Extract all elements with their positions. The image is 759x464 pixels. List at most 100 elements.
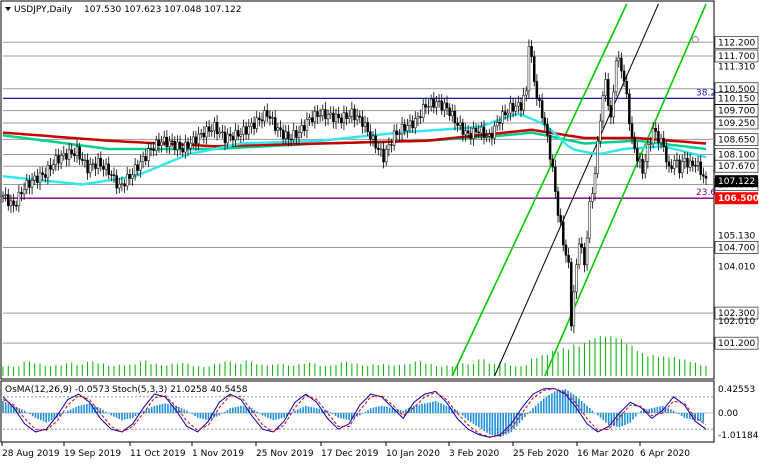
candle-body	[366, 122, 369, 132]
candle-body	[511, 102, 515, 112]
candle-body	[551, 159, 554, 168]
candle-body	[141, 156, 145, 162]
candle-body	[620, 57, 623, 72]
main-chart-frame	[0, 0, 715, 380]
candle-body	[297, 132, 301, 138]
candle-body	[284, 131, 288, 139]
candle-body	[210, 130, 214, 132]
candle-body	[427, 106, 430, 108]
candle-body	[20, 191, 23, 195]
candle-body	[125, 174, 129, 187]
y-label-box	[714, 306, 759, 320]
candle-body	[162, 136, 166, 143]
y-axis-label: 111.310	[718, 63, 755, 73]
candle-body	[501, 111, 504, 124]
candle-body	[591, 193, 594, 202]
x-axis-label: 25 Nov 2019	[256, 449, 314, 459]
candle-body	[580, 243, 584, 248]
candle-body	[86, 159, 89, 174]
y-label-box	[714, 336, 759, 350]
y-axis-label: 110.500	[718, 85, 755, 95]
candle-body	[424, 104, 428, 108]
y-label-box	[714, 92, 759, 105]
candle-body	[596, 140, 599, 174]
y-axis-label: 109.250	[718, 119, 755, 129]
candle-body	[493, 125, 496, 139]
candle-body	[189, 142, 192, 149]
candle-body	[522, 94, 525, 111]
x-axis-label: 19 Sep 2019	[64, 449, 121, 459]
candle-body	[527, 46, 531, 92]
candle-body	[321, 109, 325, 116]
candle-body	[57, 155, 60, 164]
candle-body	[694, 165, 697, 167]
candle-body	[400, 124, 404, 135]
candle-body	[395, 130, 399, 135]
candle-body	[168, 140, 171, 148]
candle-body	[178, 141, 182, 149]
candle-body	[342, 112, 346, 124]
candle-body	[192, 136, 195, 144]
candle-body	[437, 100, 441, 102]
candle-body	[165, 136, 169, 148]
candle-body	[398, 133, 401, 135]
candle-body	[112, 174, 116, 176]
candle-body	[654, 128, 658, 132]
candle-body	[371, 135, 375, 140]
candle-body	[91, 163, 95, 165]
candle-body	[390, 144, 393, 146]
candle-body	[229, 133, 232, 137]
candle-body	[221, 131, 224, 134]
x-axis-label: 1 Nov 2019	[192, 449, 244, 459]
candle-body	[258, 117, 261, 121]
candle-body	[107, 163, 110, 175]
candle-body	[448, 107, 451, 117]
price-tag-highlight	[715, 192, 758, 205]
candle-body	[361, 116, 364, 127]
candle-body	[128, 174, 132, 179]
candle-body	[197, 133, 200, 144]
candle-body	[12, 200, 15, 206]
candle-body	[673, 160, 676, 169]
candle-body	[509, 102, 512, 114]
channel-line	[494, 3, 659, 377]
candle-body	[176, 141, 179, 150]
candle-body	[585, 237, 589, 266]
candle-body	[310, 117, 314, 123]
candle-body	[316, 111, 319, 117]
candle-body	[17, 191, 21, 207]
candle-body	[131, 174, 134, 179]
osma-axis-label: 0.42553	[718, 385, 755, 395]
candle-body	[488, 133, 491, 137]
candle-body	[22, 189, 26, 195]
candle-body	[173, 141, 177, 150]
candle-body	[649, 143, 652, 145]
candle-body	[559, 215, 562, 223]
symbol-label: USDJPY,Daily	[14, 5, 73, 15]
candle-body	[279, 127, 282, 131]
candle-body	[382, 148, 385, 163]
candle-body	[617, 57, 621, 62]
candle-body	[340, 117, 343, 124]
candle-body	[691, 160, 695, 166]
fib-level-label: 38.2	[696, 88, 716, 98]
candle-body	[239, 133, 243, 137]
candle-body	[421, 104, 425, 118]
candle-body	[67, 149, 71, 160]
candle-body	[303, 125, 306, 131]
candle-body	[641, 158, 644, 174]
candle-body	[464, 130, 467, 135]
candle-body	[160, 141, 163, 146]
y-axis-label: 108.100	[718, 150, 755, 160]
candle-body	[369, 131, 372, 140]
candle-body	[604, 79, 607, 96]
candle-body	[461, 122, 465, 135]
candle-body	[155, 139, 158, 151]
candle-body	[25, 180, 29, 190]
candle-body	[81, 158, 84, 161]
candle-body	[477, 131, 480, 134]
candle-body	[268, 116, 272, 119]
candle-body	[271, 117, 274, 119]
candle-body	[30, 180, 34, 188]
